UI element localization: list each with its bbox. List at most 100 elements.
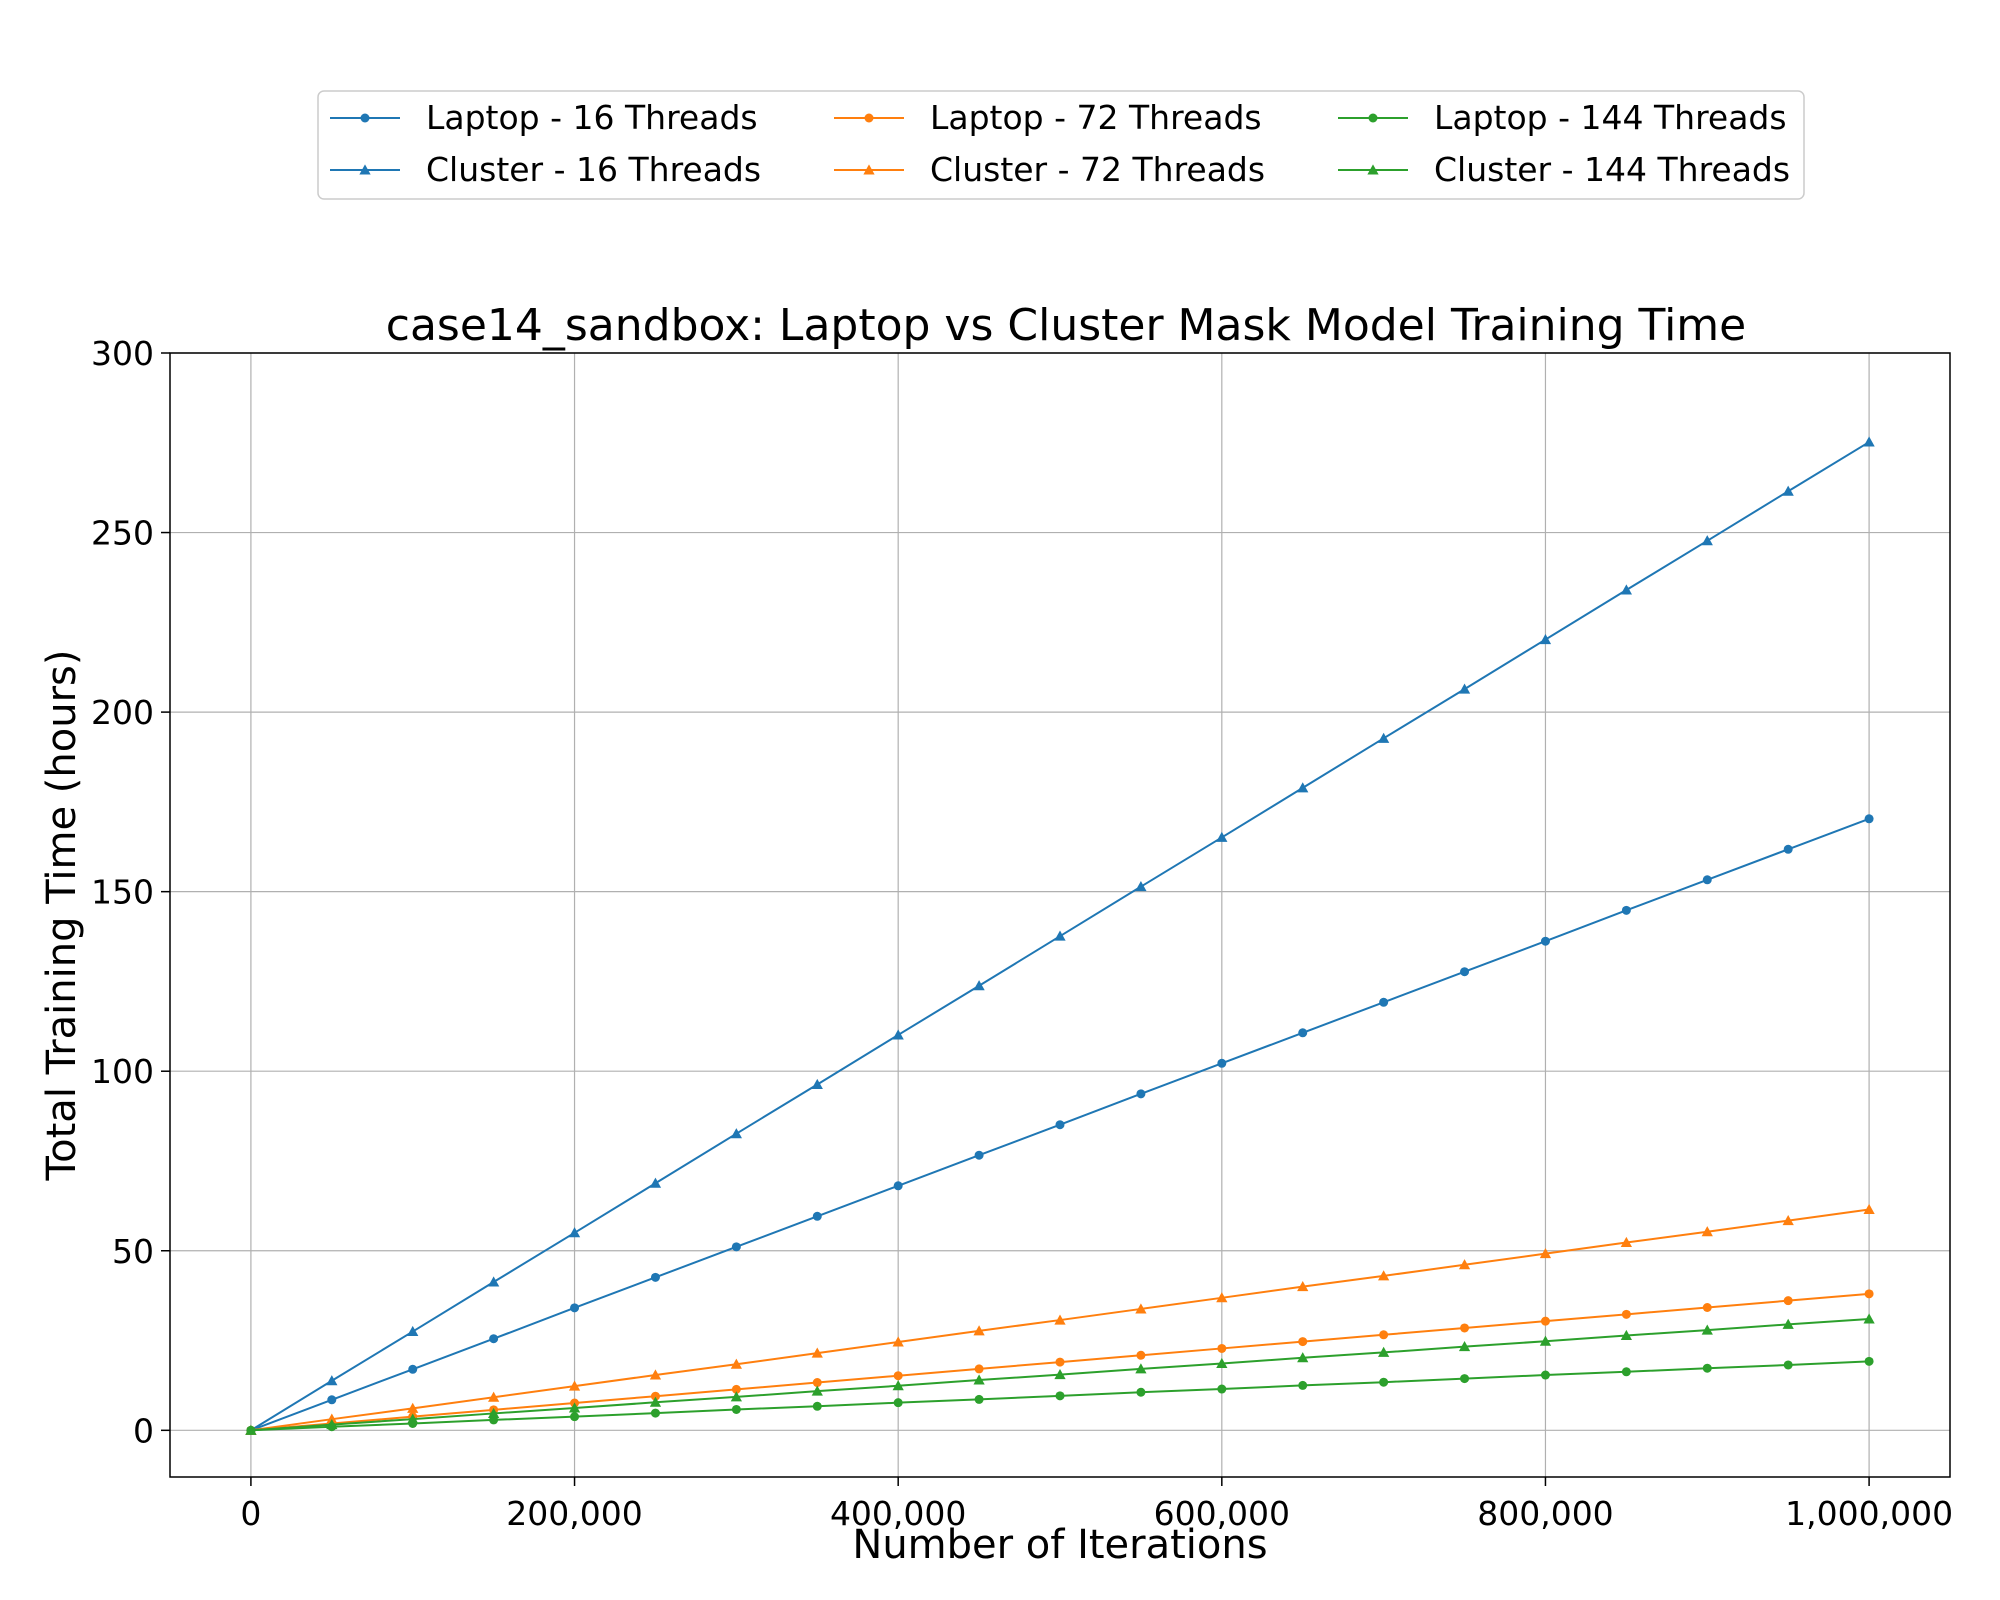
data-point-3-8 [892, 1336, 904, 1347]
legend-swatch-marker-2 [864, 113, 874, 123]
data-point-0-9 [974, 1150, 984, 1160]
x-axis-label: Number of Iterations [852, 1522, 1267, 1568]
x-tick-label-2: 400,000 [830, 1494, 966, 1533]
data-point-2-15 [1460, 1323, 1470, 1333]
legend-label-1: Cluster - 16 Threads [426, 150, 761, 189]
legend-item-4: Laptop - 144 Threads [1338, 98, 1787, 137]
data-point-0-13 [1298, 1028, 1308, 1038]
legend-label-5: Cluster - 144 Threads [1434, 150, 1790, 189]
data-point-5-12 [1216, 1357, 1228, 1369]
data-point-4-11 [1136, 1387, 1146, 1397]
data-point-0-11 [1136, 1089, 1146, 1099]
data-point-3-6 [730, 1358, 742, 1369]
data-point-4-12 [1217, 1384, 1227, 1394]
data-point-3-19 [1782, 1214, 1794, 1226]
data-point-1-20 [1863, 436, 1875, 447]
data-point-0-8 [893, 1181, 903, 1191]
data-point-1-5 [649, 1177, 662, 1188]
data-point-5-14 [1378, 1346, 1390, 1357]
x-tick-label-1: 200,000 [506, 1494, 642, 1533]
data-point-0-14 [1379, 997, 1389, 1007]
series-3 [245, 1203, 1875, 1435]
legend-label-2: Laptop - 72 Threads [930, 98, 1262, 137]
data-point-0-10 [1055, 1120, 1065, 1130]
data-point-0-20 [1864, 814, 1874, 824]
data-point-5-10 [1054, 1369, 1066, 1380]
data-point-2-14 [1379, 1330, 1389, 1340]
legend-swatch-marker-0 [360, 113, 370, 123]
data-point-4-8 [893, 1398, 903, 1408]
legend-item-0: Laptop - 16 Threads [330, 98, 758, 137]
data-point-1-1 [326, 1375, 338, 1386]
data-point-1-13 [1297, 782, 1309, 793]
data-point-5-11 [1135, 1363, 1147, 1374]
series-4 [246, 1356, 1874, 1435]
legend-swatch-marker-1 [359, 164, 371, 175]
legend-label-3: Cluster - 72 Threads [930, 150, 1265, 189]
data-point-3-17 [1620, 1236, 1632, 1248]
data-point-2-19 [1783, 1296, 1793, 1306]
data-point-3-5 [649, 1369, 662, 1380]
data-point-0-15 [1460, 967, 1470, 977]
data-point-1-6 [730, 1128, 742, 1139]
data-point-0-7 [812, 1211, 822, 1221]
y-tick-label-1: 50 [112, 1232, 154, 1271]
data-point-0-2 [408, 1364, 418, 1374]
x-tick-label-5: 1,000,000 [1785, 1494, 1953, 1533]
data-point-2-8 [893, 1371, 903, 1381]
data-point-4-18 [1702, 1363, 1712, 1373]
data-point-3-12 [1216, 1292, 1228, 1303]
data-point-1-9 [973, 980, 985, 991]
data-point-4-4 [570, 1412, 580, 1422]
data-point-5-18 [1701, 1324, 1713, 1335]
legend-item-3: Cluster - 72 Threads [834, 150, 1265, 189]
data-point-5-16 [1539, 1335, 1552, 1346]
data-point-3-3 [488, 1391, 500, 1402]
data-point-2-16 [1540, 1316, 1550, 1326]
data-point-3-1 [326, 1413, 338, 1424]
data-point-5-6 [730, 1391, 742, 1402]
y-tick-label-0: 0 [133, 1411, 154, 1450]
data-point-0-19 [1783, 844, 1793, 854]
x-tick-label-4: 800,000 [1477, 1494, 1613, 1533]
y-tick-label-2: 100 [91, 1052, 154, 1091]
data-point-2-17 [1621, 1309, 1631, 1319]
data-point-5-8 [892, 1380, 904, 1391]
y-axis-label: Total Training Time (hours) [39, 650, 85, 1182]
data-point-5-3 [488, 1407, 500, 1418]
data-point-2-5 [650, 1391, 660, 1401]
data-point-5-4 [568, 1402, 581, 1413]
data-point-3-20 [1863, 1203, 1875, 1214]
data-point-0-5 [650, 1272, 660, 1282]
data-point-2-6 [731, 1384, 741, 1394]
data-point-1-14 [1378, 732, 1390, 743]
data-point-2-18 [1702, 1303, 1712, 1313]
data-point-1-16 [1539, 633, 1552, 645]
series-1 [245, 436, 1875, 1435]
data-point-1-11 [1135, 881, 1147, 892]
data-point-4-7 [812, 1401, 822, 1411]
data-point-3-15 [1458, 1259, 1471, 1270]
data-point-1-2 [407, 1325, 419, 1337]
data-point-1-19 [1782, 485, 1794, 496]
data-point-3-13 [1297, 1281, 1309, 1292]
data-point-2-20 [1864, 1289, 1874, 1299]
data-point-3-9 [973, 1325, 985, 1336]
data-point-0-6 [731, 1242, 741, 1252]
data-point-2-11 [1136, 1350, 1146, 1360]
plot-frame [169, 352, 1951, 1478]
series-0 [246, 814, 1874, 1435]
data-point-4-6 [731, 1404, 741, 1414]
data-point-3-2 [407, 1402, 419, 1413]
grid [170, 352, 1950, 1477]
data-point-1-4 [568, 1227, 581, 1238]
data-point-5-5 [649, 1396, 662, 1407]
legend-item-2: Laptop - 72 Threads [834, 98, 1262, 137]
data-point-4-14 [1379, 1377, 1389, 1387]
data-point-5-17 [1620, 1329, 1632, 1341]
x-axis-ticks: 0 200,000 400,000 600,000 800,000 1,000,000 [240, 1477, 1953, 1533]
data-point-2-12 [1217, 1343, 1227, 1353]
data-point-4-9 [974, 1394, 984, 1404]
data-point-0-17 [1621, 905, 1631, 915]
data-point-3-10 [1054, 1314, 1066, 1325]
